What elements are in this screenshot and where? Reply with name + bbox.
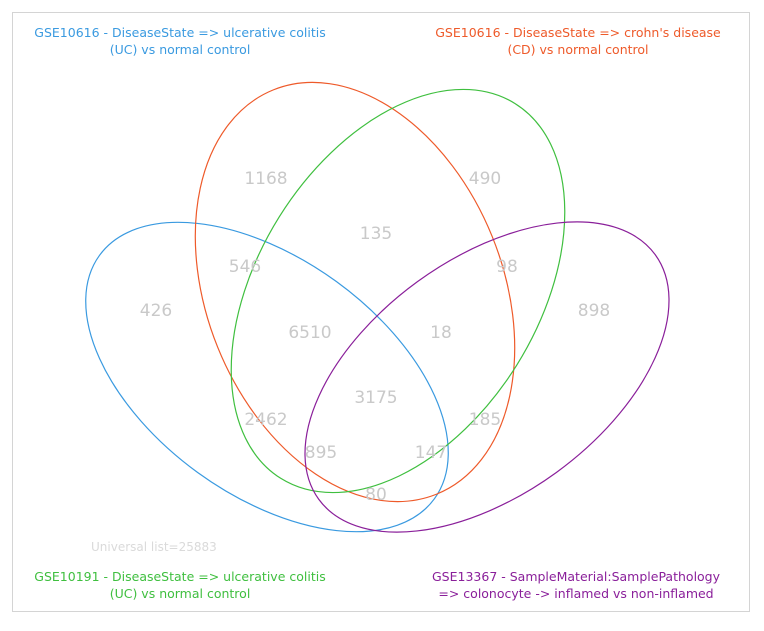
- region-count: 546: [229, 257, 261, 277]
- region-count: 490: [469, 169, 501, 189]
- region-count: 3175: [354, 388, 397, 408]
- region-count: 898: [578, 301, 610, 321]
- region-count: 80: [365, 485, 387, 505]
- region-count: 6510: [288, 323, 331, 343]
- diagram-frame: [12, 12, 750, 612]
- set-ellipse-ss: [304, 221, 670, 533]
- set-title-ss: GSE13367 - SampleMaterial:SamplePatholog…: [431, 569, 721, 601]
- set-title-uc: GSE10616 - DiseaseState => ulcerative co…: [34, 25, 326, 57]
- region-count: 1168: [244, 169, 287, 189]
- region-count: 2462: [244, 410, 287, 430]
- region-count: 135: [360, 224, 392, 244]
- set-title-uc2: GSE10191 - DiseaseState => ulcerative co…: [34, 569, 326, 601]
- region-count: 98: [496, 257, 518, 277]
- region-count: 18: [430, 323, 452, 343]
- set-title-cd: GSE10616 - DiseaseState => crohn's disea…: [435, 25, 721, 57]
- set-ellipse-cd: [194, 81, 516, 503]
- set-ellipse-uc2: [230, 88, 566, 494]
- region-count: 426: [140, 301, 172, 321]
- region-count: 895: [305, 443, 337, 463]
- set-ellipse-uc: [85, 221, 449, 533]
- region-count: 147: [415, 443, 447, 463]
- universal-list-label: Universal list=25883: [91, 540, 217, 554]
- region-count: 185: [469, 410, 501, 430]
